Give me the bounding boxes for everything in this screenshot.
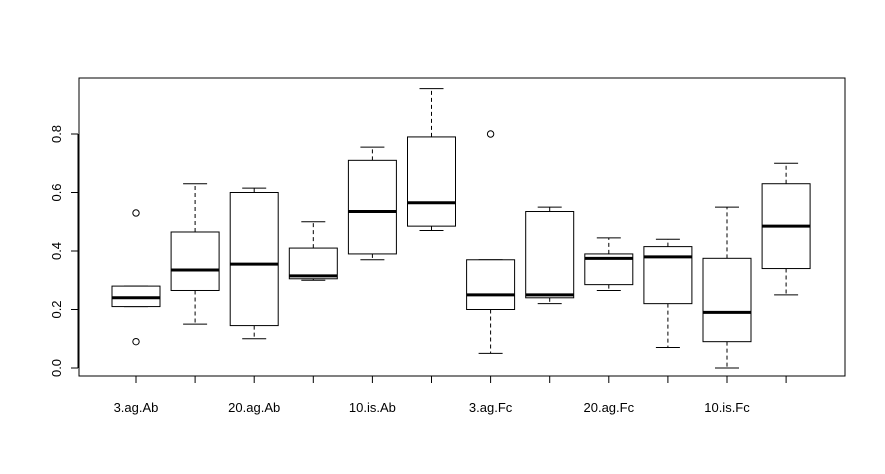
x-tick-label: 10.is.Ab xyxy=(349,400,396,415)
box-group xyxy=(525,206,575,305)
y-tick-label: 0.2 xyxy=(49,300,64,318)
box-group xyxy=(584,237,634,291)
iqr-box xyxy=(525,211,575,299)
outlier-point xyxy=(132,337,140,346)
iqr-box xyxy=(347,159,397,255)
y-tick-label: 0.6 xyxy=(49,183,64,201)
iqr-box xyxy=(643,246,693,305)
box-group xyxy=(407,88,456,232)
x-tick-label: 3.ag.Ab xyxy=(114,400,159,415)
iqr-box xyxy=(407,136,456,227)
iqr-box xyxy=(466,259,516,310)
x-axis: 3.ag.Ab 20.ag.Ab 10.is.Ab 3.ag.Fc 20.ag.Fc 10… xyxy=(114,375,787,415)
box-group xyxy=(170,183,220,325)
y-tick-label: 0.4 xyxy=(49,242,64,260)
iqr-box xyxy=(170,231,220,291)
iqr-box xyxy=(229,192,279,327)
x-tick-label: 20.ag.Ab xyxy=(228,400,280,415)
iqr-box xyxy=(288,247,338,280)
x-tick-label: 3.ag.Fc xyxy=(469,400,513,415)
x-tick-label: 10.is.Fc xyxy=(704,400,750,415)
box-group xyxy=(466,130,516,354)
iqr-box xyxy=(702,257,752,343)
box-group xyxy=(761,162,811,296)
y-axis: 0.0 0.2 0.4 0.6 0.8 xyxy=(49,125,79,377)
x-tick-label: 20.ag.Fc xyxy=(584,400,635,415)
box-group xyxy=(702,206,752,369)
boxes-layer xyxy=(111,88,811,369)
outlier-point xyxy=(486,130,495,138)
y-tick-label: 0.8 xyxy=(49,125,64,143)
outlier-point xyxy=(132,209,140,217)
box-group xyxy=(643,238,693,349)
y-tick-label: 0.0 xyxy=(49,359,64,377)
box-group xyxy=(229,187,279,340)
box-group xyxy=(111,209,161,346)
box-group xyxy=(347,146,397,261)
box-group xyxy=(288,221,338,281)
